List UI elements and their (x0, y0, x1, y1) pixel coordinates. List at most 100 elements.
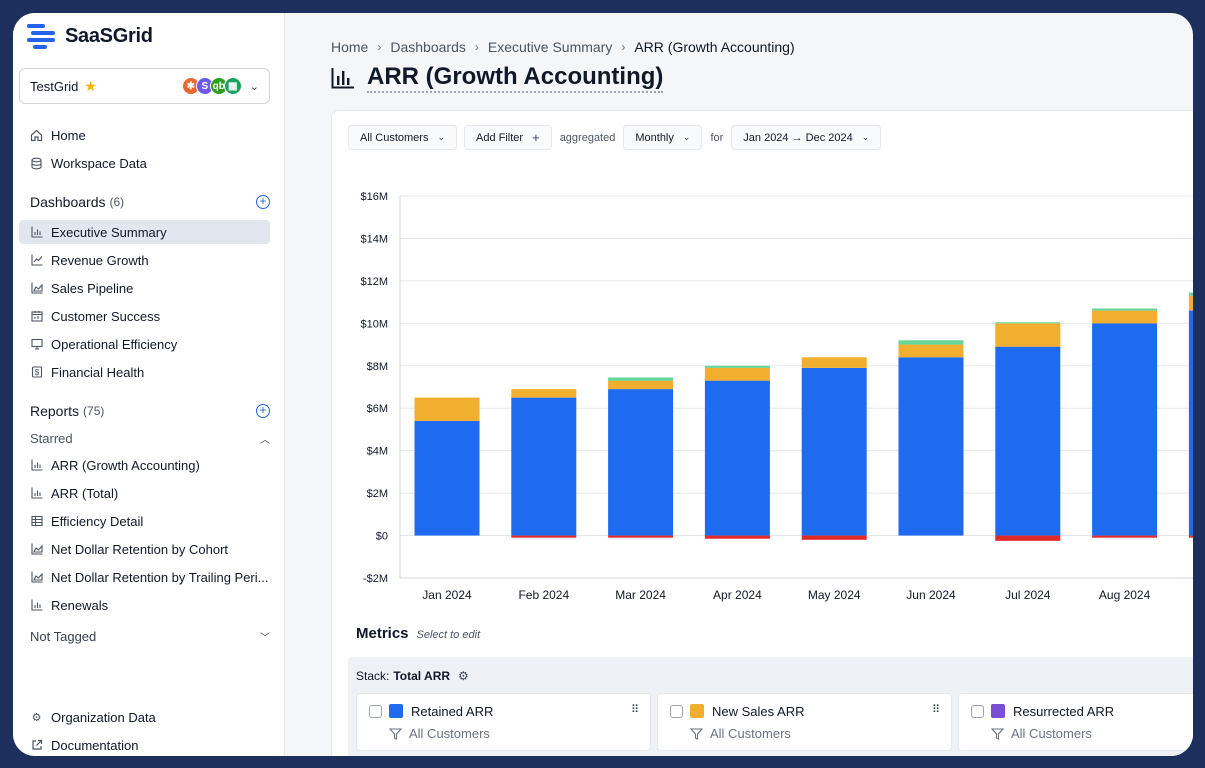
metric-checkbox[interactable] (670, 705, 683, 718)
for-text: for (710, 131, 724, 144)
metrics-header: Metrics Select to edit (356, 625, 480, 642)
breadcrumb-executive-summary[interactable]: Executive Summary (487, 39, 613, 55)
sidebar-dashboard-item[interactable]: Operational Efficiency (19, 332, 270, 356)
sidebar-dashboard-item[interactable]: Revenue Growth (19, 248, 270, 272)
sidebar-report-label: Net Dollar Retention by Cohort (51, 541, 229, 557)
sidebar-report-item[interactable]: ARR (Growth Accounting) (19, 453, 270, 477)
sidebar-dashboard-item[interactable]: Sales Pipeline (19, 276, 270, 300)
not-tagged-group-toggle[interactable]: Not Tagged ﹀ (30, 629, 270, 644)
add-report-icon[interactable]: + (256, 404, 270, 418)
dollar-icon: $ (30, 366, 43, 379)
sidebar-report-label: ARR (Growth Accounting) (51, 457, 200, 473)
breadcrumb-home[interactable]: Home (331, 39, 369, 55)
sidebar-report-item[interactable]: Efficiency Detail (19, 509, 270, 533)
nav-documentation[interactable]: Documentation (19, 733, 270, 756)
dashboards-count: (6) (109, 195, 125, 209)
bar-segment (704, 380, 770, 536)
metric-color-swatch[interactable] (690, 704, 704, 718)
metric-filter[interactable]: All Customers (690, 726, 791, 741)
metric-color-swatch[interactable] (389, 704, 403, 718)
sidebar-dashboard-label: Customer Success (51, 308, 161, 324)
sidebar-report-item[interactable]: ARR (Total) (19, 481, 270, 505)
add-dashboard-icon[interactable]: + (256, 195, 270, 209)
bar-chart-icon (331, 67, 355, 89)
sidebar-report-label: Net Dollar Retention by Trailing Peri... (51, 569, 269, 585)
x-tick-label: Aug 2024 (1099, 588, 1151, 602)
bar-chart-icon (30, 487, 43, 500)
starred-label: Starred (30, 431, 73, 446)
y-tick-label: $6M (367, 403, 388, 415)
filter-icon (991, 727, 1004, 740)
dashboards-header[interactable]: Dashboards (6) + (30, 194, 270, 210)
stack-panel: Stack: Total ARR ⚙ Retained ARR ⠿ All Cu… (348, 657, 1193, 756)
external-link-icon (30, 739, 43, 752)
metric-checkbox[interactable] (369, 705, 382, 718)
metric-filter[interactable]: All Customers (389, 726, 490, 741)
nav-home[interactable]: Home (19, 123, 270, 147)
bar-segment (1188, 292, 1193, 296)
bar-segment (511, 535, 577, 538)
sidebar-dashboard-label: Financial Health (51, 364, 145, 380)
metric-checkbox[interactable] (971, 705, 984, 718)
metric-card[interactable]: Resurrected ARR ⠿ All Customers (958, 693, 1193, 751)
bar-segment (801, 535, 867, 540)
sidebar-dashboard-item[interactable]: $ Financial Health (19, 360, 270, 384)
nav-organization-data[interactable]: ⚙ Organization Data (19, 705, 270, 729)
sheets-icon: ▦ (223, 77, 242, 95)
drag-handle-icon[interactable]: ⠿ (931, 704, 940, 716)
table-icon (30, 515, 43, 528)
bar-segment (898, 357, 964, 536)
drag-handle-icon[interactable]: ⠿ (630, 704, 639, 716)
metric-color-swatch[interactable] (991, 704, 1005, 718)
add-filter-button[interactable]: Add Filter + (464, 125, 552, 150)
x-tick-label: May 2024 (808, 588, 861, 602)
nav-organization-data-label: Organization Data (51, 709, 156, 725)
bar-segment (801, 357, 867, 368)
x-tick-label: Mar 2024 (615, 588, 666, 602)
aggregated-text: aggregated (559, 131, 616, 144)
area-chart-icon (30, 543, 43, 556)
sidebar-report-item[interactable]: Renewals (19, 593, 270, 617)
starred-group-toggle[interactable]: Starred ︿ (30, 431, 270, 446)
nav-workspace-data[interactable]: Workspace Data (19, 151, 270, 175)
customers-filter-dropdown[interactable]: All Customers ⌄ (348, 125, 458, 150)
gear-icon[interactable]: ⚙ (458, 669, 469, 683)
y-tick-label: $4M (367, 446, 388, 458)
page-title-text: ARR (Growth Accounting) (367, 63, 664, 93)
metric-card[interactable]: New Sales ARR ⠿ All Customers (657, 693, 952, 751)
filter-bar: All Customers ⌄ Add Filter + aggregated … (348, 125, 882, 150)
breadcrumb: Home › Dashboards › Executive Summary › … (331, 39, 795, 55)
reports-header[interactable]: Reports (75) + (30, 403, 270, 419)
app-name: SaaSGrid (65, 24, 153, 47)
stack-prefix: Stack: (356, 669, 390, 683)
app-logo[interactable]: SaaSGrid (27, 23, 153, 49)
chevron-up-icon: ︿ (260, 435, 270, 446)
sidebar-dashboard-label: Executive Summary (51, 224, 167, 240)
bar-segment (1092, 308, 1158, 311)
breadcrumb-dashboards[interactable]: Dashboards (390, 39, 466, 55)
sidebar-dashboard-item[interactable]: Executive Summary (19, 220, 270, 244)
period-dropdown[interactable]: Monthly ⌄ (623, 125, 703, 150)
date-range-dropdown[interactable]: Jan 2024 → Dec 2024 ⌄ (731, 125, 882, 150)
bar-segment (608, 535, 674, 538)
main-content: Home › Dashboards › Executive Summary › … (285, 13, 1193, 756)
area-chart-icon (30, 282, 43, 295)
nav-home-label: Home (51, 127, 86, 143)
metric-filter[interactable]: All Customers (991, 726, 1092, 741)
sidebar-report-item[interactable]: Net Dollar Retention by Cohort (19, 537, 270, 561)
x-tick-label: Jul 2024 (1005, 588, 1051, 602)
bar-segment (898, 340, 964, 345)
filter-icon (389, 727, 402, 740)
sidebar-report-item[interactable]: Net Dollar Retention by Trailing Peri... (19, 565, 270, 589)
sidebar-dashboard-item[interactable]: Customer Success (19, 304, 270, 328)
metric-card[interactable]: Retained ARR ⠿ All Customers (356, 693, 651, 751)
bar-segment (1188, 535, 1193, 538)
metrics-hint: Select to edit (416, 629, 481, 641)
bar-segment (995, 322, 1061, 324)
not-tagged-label: Not Tagged (30, 629, 97, 644)
database-icon (30, 157, 43, 170)
bar-segment (898, 344, 964, 358)
workspace-name: TestGrid (30, 78, 79, 94)
